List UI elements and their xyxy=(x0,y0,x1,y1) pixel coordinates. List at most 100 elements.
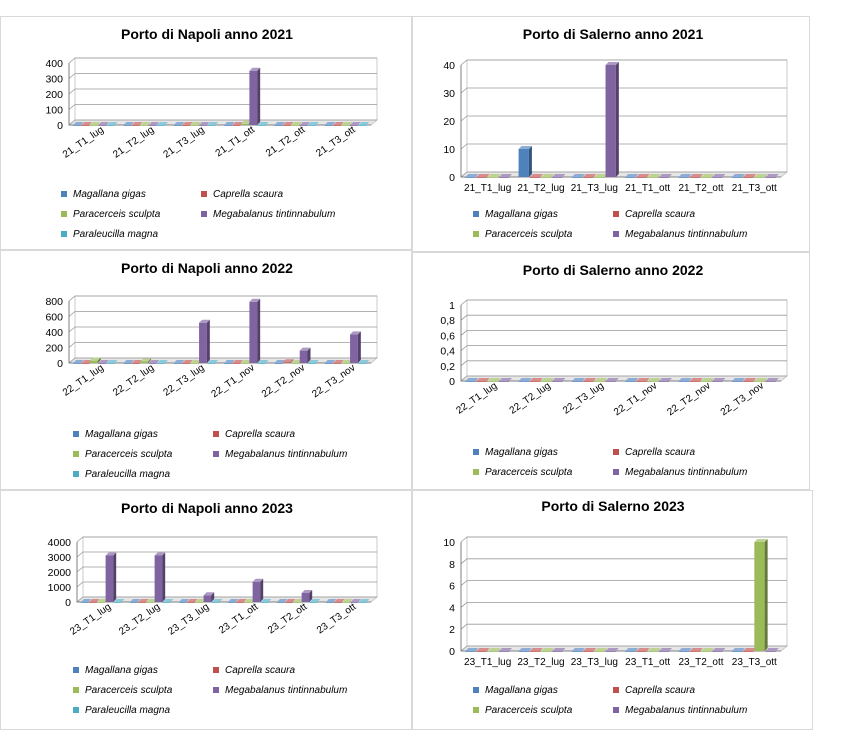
bar xyxy=(765,648,779,652)
bar-front xyxy=(113,602,122,603)
gridline xyxy=(68,57,377,64)
bar-top xyxy=(301,590,313,593)
x-tick-label: 23_T3_ott xyxy=(315,601,358,636)
legend-label: Magallana gigas xyxy=(485,685,558,696)
bar xyxy=(552,174,566,178)
x-tick-label: 21_T3_lug xyxy=(162,124,207,160)
bar-front xyxy=(207,363,216,364)
bar-top xyxy=(689,174,704,177)
bar-top xyxy=(291,122,303,125)
y-tick-label: 8 xyxy=(449,559,455,571)
bar xyxy=(552,378,566,382)
bar xyxy=(689,648,704,652)
bar-front xyxy=(487,177,498,178)
bar-front xyxy=(658,381,670,382)
y-tick-label: 0 xyxy=(449,376,455,388)
bar xyxy=(98,122,110,126)
bar-front xyxy=(518,381,529,382)
bar xyxy=(80,599,92,603)
bar xyxy=(647,648,661,652)
chart-title: Porto di Napoli anno 2023 xyxy=(121,500,293,516)
bar-front xyxy=(594,651,605,652)
bar xyxy=(571,174,586,178)
bar-front xyxy=(658,651,670,652)
bar-top xyxy=(232,122,244,125)
plot-back-wall xyxy=(466,536,788,647)
bar xyxy=(487,648,501,652)
bar-top xyxy=(195,599,206,602)
bar-front xyxy=(195,602,203,603)
bar-top xyxy=(308,360,319,363)
bar xyxy=(334,599,345,603)
y-tick-label: 400 xyxy=(45,58,63,70)
bar-top xyxy=(465,378,479,381)
x-tick-label: 22_T1_lug xyxy=(61,362,106,398)
bar-top xyxy=(249,298,261,302)
bar-front xyxy=(173,125,182,126)
bar xyxy=(333,360,344,364)
legend-label: Megabalanus tintinnabulum xyxy=(625,229,747,240)
bar xyxy=(518,378,532,382)
bar-front xyxy=(324,363,333,364)
legend-swatch xyxy=(61,191,67,197)
bar-top xyxy=(647,378,661,381)
y-tick-label: 0 xyxy=(57,120,63,132)
bar-top xyxy=(162,599,174,602)
bar-front xyxy=(498,177,510,178)
bar xyxy=(658,378,673,382)
bar-front xyxy=(689,177,701,178)
bar-top xyxy=(293,599,304,602)
bar xyxy=(754,539,768,651)
bar-top xyxy=(334,599,345,602)
bar-top xyxy=(647,174,661,177)
y-tick-label: 20 xyxy=(443,116,455,128)
legend-label: Megabalanus tintinnabulum xyxy=(225,685,347,696)
bar xyxy=(625,174,639,178)
x-tick-label: 21_T1_lug xyxy=(464,183,511,194)
bar-front xyxy=(625,651,636,652)
x-tick-label: 22_T3_nov xyxy=(719,380,766,418)
bar-top xyxy=(754,539,768,542)
bar xyxy=(106,122,118,126)
legend-label: Megabalanus tintinnabulum xyxy=(625,705,747,716)
bar-front xyxy=(301,593,310,602)
bar xyxy=(625,648,639,652)
bar xyxy=(252,578,264,602)
bar-front xyxy=(712,381,723,382)
bar-front xyxy=(308,363,316,364)
bar xyxy=(146,599,157,603)
chart-salerno-2021: Porto di Salerno anno 2021 0 10 20 30 40 21_T1… xyxy=(412,16,810,252)
legend-label: Paraleucilla magna xyxy=(73,229,158,240)
bar-front xyxy=(625,381,636,382)
bar xyxy=(476,648,490,652)
bar-front xyxy=(487,381,498,382)
bar xyxy=(182,360,193,364)
x-tick-label: 22_T2_lug xyxy=(111,362,156,398)
bar-top xyxy=(465,174,479,177)
bar-top xyxy=(731,174,746,177)
y-tick-label: 2000 xyxy=(48,567,72,579)
x-tick-label: 23_T3_ott xyxy=(732,657,777,668)
gridline xyxy=(76,536,377,543)
bar-front xyxy=(140,125,149,126)
y-tick-label: 0 xyxy=(57,358,63,370)
gridline xyxy=(460,558,787,565)
bar-front xyxy=(249,301,258,363)
bar-top xyxy=(89,599,100,602)
bar-front xyxy=(162,602,171,603)
bar-top xyxy=(211,599,223,602)
bar xyxy=(731,378,746,382)
y-tick-label: 0,4 xyxy=(440,346,455,358)
bar-front xyxy=(257,363,266,364)
bar-front xyxy=(625,177,636,178)
bar-front xyxy=(552,177,563,178)
bar xyxy=(350,599,362,603)
legend-label: Magallana gigas xyxy=(73,189,146,200)
bar xyxy=(299,122,311,126)
bar-side xyxy=(97,357,101,363)
bar-top xyxy=(476,378,490,381)
bar-top xyxy=(73,360,84,363)
x-tick-label: 22_T3_lug xyxy=(561,380,606,416)
legend-swatch xyxy=(73,471,79,477)
bar-top xyxy=(333,360,344,363)
